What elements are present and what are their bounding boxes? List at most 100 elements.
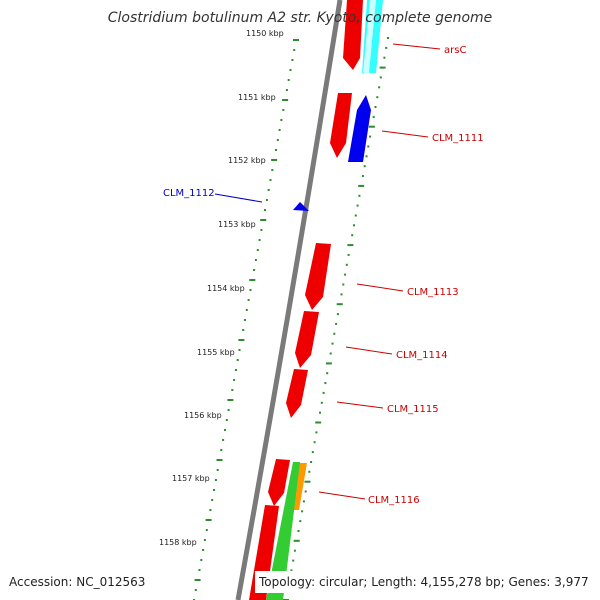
ruler-tick	[351, 234, 354, 237]
ruler-tick	[361, 175, 364, 177]
forward-strand-features[interactable]	[249, 0, 363, 600]
ruler-tick	[220, 449, 223, 451]
ruler-tick	[376, 96, 379, 99]
kbp-label-1156: 1156 kbp	[184, 411, 222, 420]
gene-label-arsC[interactable]: arsC	[444, 45, 466, 56]
ruler-tick	[291, 59, 294, 61]
ruler-tick	[231, 389, 234, 391]
ruler-tick	[287, 79, 290, 81]
ruler-tick	[271, 159, 278, 161]
ruler-tick	[225, 419, 228, 421]
ruler-tick	[331, 342, 334, 345]
ruler-tick	[269, 179, 272, 181]
genome-backbone	[235, 0, 343, 600]
ruler-tick	[253, 269, 256, 271]
ruler-tick	[304, 480, 311, 483]
ruler-tick	[222, 439, 225, 441]
ruler-tick	[329, 352, 332, 355]
ruler-tick	[293, 549, 296, 552]
ruler-tick	[238, 349, 241, 351]
ruler-tick	[278, 129, 281, 131]
ruler-tick	[282, 99, 289, 101]
ruler-tick	[353, 224, 355, 227]
ruler-tick	[313, 441, 316, 444]
ruler-tick	[205, 519, 212, 521]
ruler-tick	[315, 431, 318, 434]
ruler-tick	[358, 194, 361, 197]
ruler-tick	[213, 489, 215, 491]
gene-CLM_1111-forward[interactable]	[330, 93, 352, 158]
kbp-label-1155: 1155 kbp	[197, 348, 235, 357]
ruler-tick	[347, 253, 350, 256]
gene-CLM_1115-forward[interactable]	[286, 369, 308, 418]
kbp-label-1154: 1154 kbp	[207, 284, 245, 293]
gene-CLM_1111-reverse[interactable]	[348, 95, 371, 162]
ruler-tick	[264, 209, 266, 211]
gene-label-CLM_1114[interactable]: CLM_1114	[396, 350, 448, 361]
feature-orange[interactable]	[292, 463, 307, 510]
gene-labels[interactable]: arsC CLM_1111 CLM_1112 CLM_1113 CLM_1114…	[163, 45, 484, 506]
ruler-tick	[356, 204, 359, 207]
ruler-tick	[233, 379, 236, 381]
ruler-tick	[336, 303, 343, 306]
kbp-label-1151: 1151 kbp	[238, 93, 276, 102]
ruler-tick	[245, 309, 248, 311]
gene-label-CLM_1113[interactable]: CLM_1113	[407, 287, 459, 298]
ruler-tick	[324, 382, 327, 385]
ruler-tick	[293, 49, 296, 51]
ruler-tick	[282, 109, 285, 111]
ruler-tick	[344, 273, 347, 276]
ruler-tick	[254, 259, 257, 261]
inner-ruler-ticks	[193, 39, 299, 600]
ruler-tick	[304, 490, 307, 493]
ruler-tick	[292, 559, 295, 562]
ruler-tick	[203, 539, 206, 541]
ruler-tick	[297, 530, 300, 532]
ruler-tick	[299, 520, 302, 523]
ruler-tick	[211, 499, 214, 501]
gene-CLM_1113-forward[interactable]	[305, 243, 331, 310]
ruler-tick	[280, 119, 283, 121]
ruler-tick	[342, 283, 345, 286]
ruler-tick	[379, 76, 382, 79]
ruler-tick	[265, 199, 268, 201]
gene-label-CLM_1115[interactable]: CLM_1115	[387, 404, 439, 415]
ruler-tick	[244, 319, 246, 321]
ruler-tick	[198, 569, 201, 571]
gene-CLM_1112-reverse[interactable]	[293, 202, 309, 211]
ruler-tick	[333, 332, 336, 335]
ruler-tick	[310, 461, 313, 463]
ruler-tick	[340, 293, 343, 296]
ruler-tick	[354, 214, 357, 217]
ruler-tick	[367, 145, 370, 148]
gene-leader-lines	[214, 43, 441, 500]
gene-label-CLM_1111[interactable]: CLM_1111	[432, 133, 484, 144]
ruler-tick	[302, 500, 305, 503]
feature-cyan-highlight	[363, 0, 376, 73]
ruler-tick	[301, 510, 304, 513]
gene-arsC-forward[interactable]	[343, 0, 363, 70]
gene-label-CLM_1112[interactable]: CLM_1112	[163, 188, 215, 199]
ruler-tick	[383, 56, 386, 59]
ruler-tick	[325, 362, 332, 365]
ruler-tick	[308, 470, 311, 473]
ruler-tick	[293, 39, 299, 41]
ruler-tick	[260, 219, 267, 221]
kbp-label-1152: 1152 kbp	[228, 156, 266, 165]
ruler-tick	[368, 125, 375, 128]
feature-green[interactable]	[266, 462, 300, 600]
gene-CLM_1116-forward-a[interactable]	[268, 459, 290, 506]
ruler-tick	[194, 589, 197, 591]
ruler-tick	[311, 451, 314, 454]
ruler-tick	[336, 313, 339, 316]
gene-label-CLM_1116[interactable]: CLM_1116	[368, 495, 420, 506]
reverse-strand-features[interactable]	[266, 0, 383, 600]
ruler-tick	[358, 184, 365, 187]
ruler-tick	[200, 559, 203, 561]
gene-CLM_1114-forward[interactable]	[295, 311, 319, 368]
ruler-tick	[275, 149, 277, 151]
ruler-tick	[372, 115, 375, 118]
kbp-label-1153: 1153 kbp	[218, 220, 256, 229]
ruler-tick	[347, 244, 354, 247]
